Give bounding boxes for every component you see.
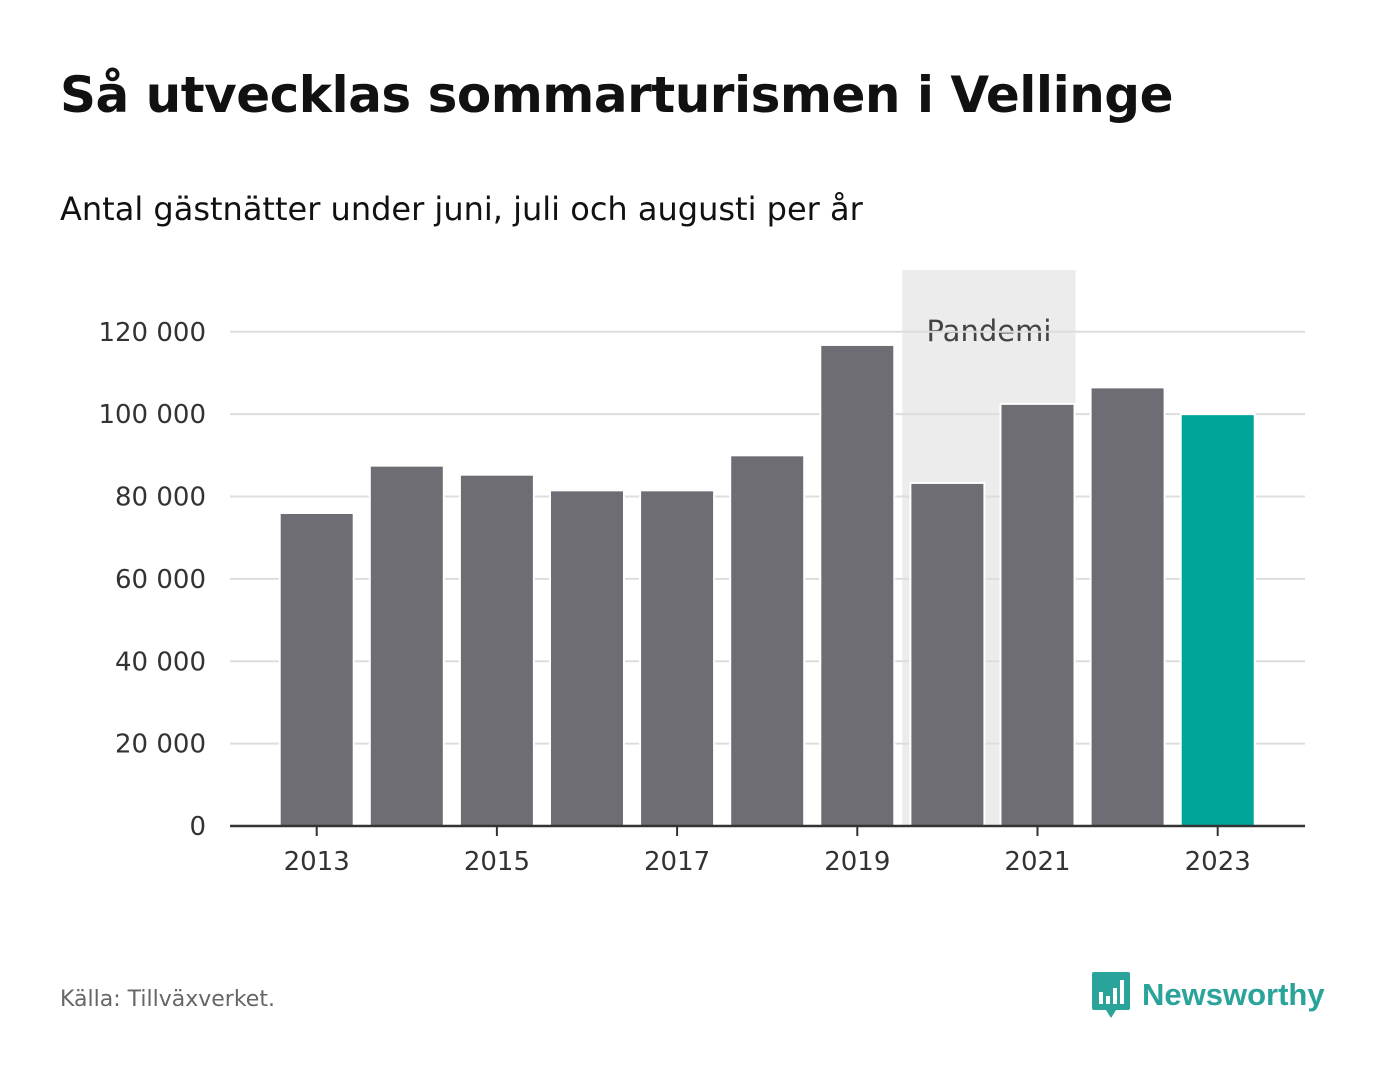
bar-2023 [1179,413,1256,827]
y-tick-label: 120 000 [98,318,206,348]
x-tick-label: 2023 [1185,847,1251,877]
brand-name: Newsworthy [1142,977,1325,1012]
y-tick-label: 0 [189,812,206,842]
bar-2017 [639,489,716,827]
bar-2014 [368,464,445,827]
bar-2015 [458,473,535,827]
y-tick-label: 60 000 [115,565,206,595]
bar-chart-pin-icon [1092,972,1130,1018]
bar-2022 [1089,386,1166,827]
bar-2018 [729,454,806,827]
source-note: Källa: Tillväxverket. [60,987,275,1012]
y-tick-label: 80 000 [115,483,206,513]
chart-title: Så utvecklas sommarturismen i Vellinge [60,66,1174,124]
x-tick-label: 2017 [644,847,710,877]
bar-2021 [999,402,1076,827]
chart-subtitle: Antal gästnätter under juni, juli och au… [60,190,863,228]
bar-2019 [819,343,896,827]
brand-logo: Newsworthy [1090,970,1325,1020]
y-tick-label: 20 000 [115,730,206,760]
x-tick-label: 2019 [824,847,890,877]
x-tick-label: 2013 [284,847,350,877]
y-tick-label: 40 000 [115,647,206,677]
x-tick-label: 2015 [464,847,530,877]
x-tick-label: 2021 [1004,847,1070,877]
bar-2013 [278,511,355,828]
y-tick-label: 100 000 [98,400,206,430]
bar-2016 [549,489,625,827]
bar-2020 [909,481,986,827]
